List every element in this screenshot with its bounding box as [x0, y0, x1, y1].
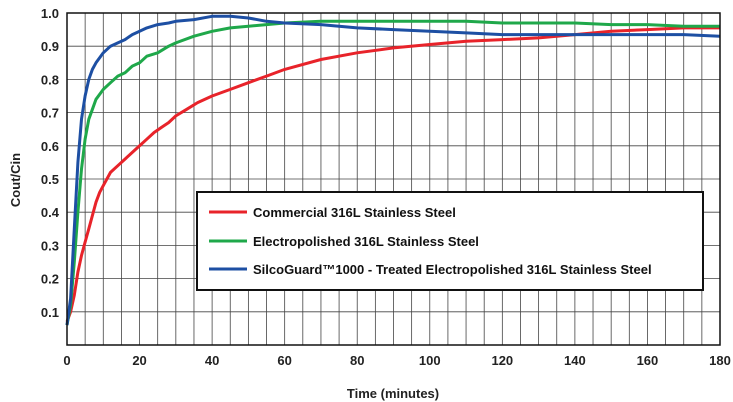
x-tick-label: 120: [491, 353, 513, 368]
series-line-2: [65, 14, 721, 326]
legend: Commercial 316L Stainless Steel Electrop…: [196, 191, 704, 291]
legend-entry-0: Commercial 316L Stainless Steel: [253, 205, 456, 220]
y-tick-label: 0.7: [41, 106, 59, 121]
y-tick-label: 0.4: [41, 205, 60, 220]
legend-entry-1: Electropolished 316L Stainless Steel: [253, 234, 479, 249]
x-axis-label: Time (minutes): [347, 386, 439, 401]
plot-frame: [66, 12, 721, 346]
x-tick-label: 20: [132, 353, 146, 368]
y-tick-label: 0.2: [41, 272, 59, 287]
grid-lines: [67, 13, 720, 345]
y-tick-label: 0.8: [41, 72, 59, 87]
y-tick-label: 0.1: [41, 305, 59, 320]
plot-border: [66, 12, 721, 346]
x-tick-label: 60: [277, 353, 291, 368]
y-tick-label: 0.5: [41, 172, 59, 187]
x-tick-label: 100: [419, 353, 441, 368]
y-tick-label: 0.9: [41, 39, 59, 54]
y-tick-label: 0.3: [41, 238, 59, 253]
x-tick-labels: 0 20 40 60 80 100 120 140 160 180: [63, 353, 730, 368]
series-line-0: [65, 26, 720, 323]
x-tick-label: 80: [350, 353, 364, 368]
x-tick-label: 40: [205, 353, 219, 368]
x-tick-label: 160: [637, 353, 659, 368]
y-axis-label: Cout/Cin: [8, 153, 23, 207]
legend-entry-2: SilcoGuard™1000 - Treated Electropolishe…: [253, 262, 652, 277]
series-line-1: [65, 19, 720, 326]
x-tick-label: 180: [709, 353, 731, 368]
series-lines: [65, 14, 721, 326]
y-tick-label: 1.0: [41, 6, 59, 21]
y-tick-labels: 0.1 0.2 0.3 0.4 0.5 0.6 0.7 0.8 0.9 1.0: [41, 6, 60, 320]
x-tick-label: 140: [564, 353, 586, 368]
x-tick-label: 0: [63, 353, 70, 368]
legend-box: [196, 191, 704, 291]
y-tick-label: 0.6: [41, 139, 59, 154]
